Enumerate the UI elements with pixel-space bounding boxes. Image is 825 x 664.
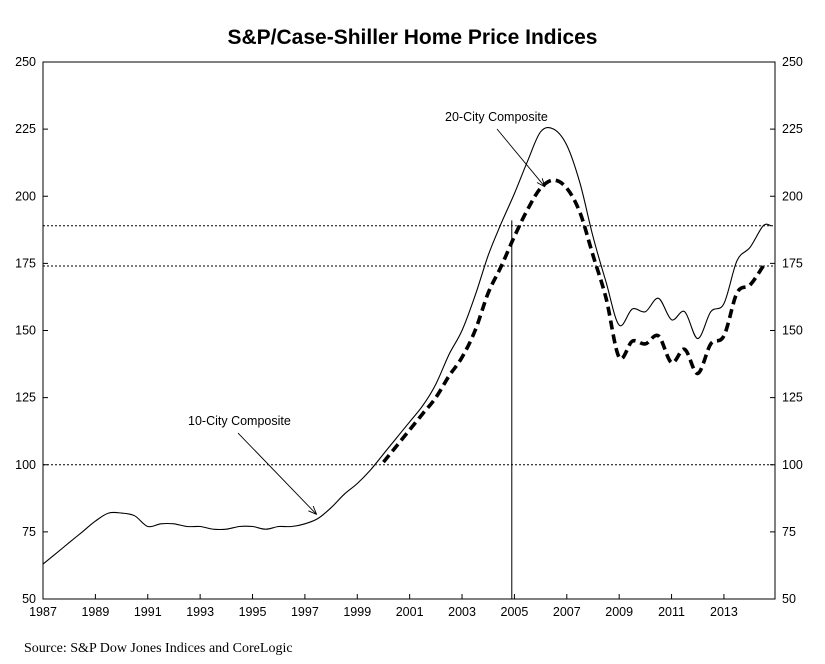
x-tick-label: 2007: [553, 605, 581, 619]
x-tick-label: 1999: [343, 605, 371, 619]
axes-group: 50 50 75 75 100 100 125 125 150 150 175 175 200 200 22…: [15, 55, 803, 619]
x-tick-label: 1991: [134, 605, 162, 619]
y-tick-label-right: 150: [782, 324, 803, 338]
annotation-20-city-arrow-line: [496, 128, 546, 188]
series-10-city-line: [42, 127, 772, 565]
y-tick-label-left: 225: [15, 122, 36, 136]
y-tick-label-right: 75: [782, 525, 796, 539]
x-tick-label: 1989: [81, 605, 109, 619]
x-tick-label: 2003: [448, 605, 476, 619]
x-tick-label: 2013: [710, 605, 738, 619]
x-tick-label: 1987: [29, 605, 57, 619]
y-tick-label-left: 125: [15, 391, 36, 405]
y-tick-label-left: 200: [15, 189, 36, 203]
y-tick-label-right: 50: [782, 592, 796, 606]
y-tick-label-left: 150: [15, 324, 36, 338]
y-tick-label-left: 75: [22, 525, 36, 539]
y-tick-label-left: 175: [15, 256, 36, 270]
y-tick-label-right: 125: [782, 391, 803, 405]
annotations-group: 20-City Composite 10-City Composite: [188, 110, 548, 515]
annotation-10-city-arrow-head: [308, 505, 318, 515]
chart-title: S&P/Case-Shiller Home Price Indices: [227, 26, 598, 49]
y-tick-label-right: 100: [782, 458, 803, 472]
plot-frame: [42, 61, 776, 600]
annotation-10-city-label: 10-City Composite: [188, 414, 291, 428]
source-note: Source: S&P Dow Jones Indices and CoreLo…: [24, 641, 293, 656]
x-tick-label: 1993: [186, 605, 214, 619]
reference-lines-group: [43, 220, 775, 599]
y-tick-label-left: 100: [15, 458, 36, 472]
x-tick-label: 2009: [605, 605, 633, 619]
annotation-20-city-arrow-head: [536, 178, 546, 188]
y-tick-label-left: 250: [15, 55, 36, 69]
x-tick-label: 2001: [396, 605, 424, 619]
x-tick-label: 2005: [501, 605, 529, 619]
y-tick-label-right: 225: [782, 122, 803, 136]
y-tick-label-right: 200: [782, 189, 803, 203]
annotation-20-city-label: 20-City Composite: [445, 110, 548, 124]
series-group: [42, 127, 772, 565]
y-tick-label-right: 250: [782, 55, 803, 69]
series-20-city-line: [382, 178, 765, 464]
annotation-10-city-arrow-line: [237, 432, 317, 515]
x-tick-label: 1997: [291, 605, 319, 619]
x-tick-label: 1995: [239, 605, 267, 619]
x-tick-label: 2011: [658, 605, 685, 619]
y-tick-label-right: 175: [782, 256, 803, 270]
y-tick-label-left: 50: [22, 592, 36, 606]
